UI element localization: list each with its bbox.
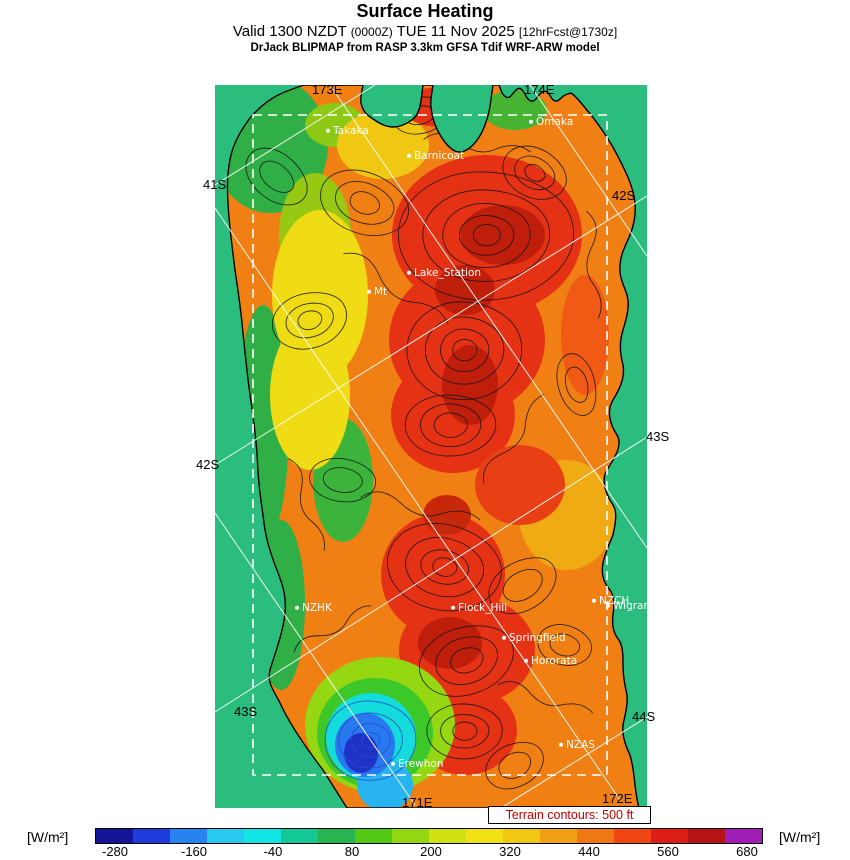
map-svg [215, 85, 647, 808]
place-dot [407, 154, 411, 158]
colorbar-segment [207, 829, 244, 843]
place-label: Takaka [333, 124, 369, 137]
graticule-label-174e: 174E [524, 82, 555, 97]
forecast-map [215, 85, 647, 808]
colorbar-unit-right: [W/m²] [779, 829, 821, 845]
colorbar [95, 828, 763, 844]
valid-date: TUE 11 Nov 2025 [396, 23, 515, 40]
graticule-label-43s: 43S [646, 429, 670, 444]
place-dot [592, 599, 596, 603]
colorbar-segment [503, 829, 540, 843]
place-dot [502, 636, 506, 640]
graticule-label-173e: 173E [312, 82, 343, 97]
place-dot [451, 606, 455, 610]
place-marker-nzhk: NZHK [295, 603, 332, 614]
place-marker-springfield: Springfield [502, 633, 566, 644]
graticule-label-43s: 43S [234, 704, 258, 719]
place-marker-wigram: Wigram [606, 601, 654, 612]
place-label: Omaka [536, 115, 574, 128]
place-dot [407, 271, 411, 275]
colorbar-segment [392, 829, 429, 843]
place-label: Springfield [509, 631, 566, 644]
colorbar-segment [725, 829, 762, 843]
place-dot [606, 604, 610, 608]
place-dot [295, 606, 299, 610]
place-label: Wigram [613, 599, 654, 612]
colorbar-tick-440: 440 [578, 844, 600, 859]
colorbar-segment [96, 829, 133, 843]
place-marker-erewhon: Erewhon [391, 759, 444, 770]
colorbar-tick-680: 680 [736, 844, 758, 859]
graticule-label-42s: 42S [196, 457, 220, 472]
place-label: Flock_Hill [458, 601, 508, 614]
terrain-contour-legend: Terrain contours: 500 ft [488, 806, 651, 824]
graticule-label-171e: 171E [402, 795, 433, 810]
colorbar-tick-80: 80 [344, 844, 360, 859]
valid-zulu: (0000Z) [350, 25, 393, 39]
colorbar-tick-320: 320 [499, 844, 521, 859]
place-label: Hororata [531, 654, 578, 667]
colorbar-segment [540, 829, 577, 843]
colorbar-tick--40: -40 [263, 844, 283, 859]
graticule-label-42s: 42S [612, 188, 636, 203]
colorbar-segment [651, 829, 688, 843]
colorbar-tick--160: -160 [180, 844, 208, 859]
place-label: NZAS [566, 738, 595, 751]
place-label: Lake_Station [414, 266, 482, 279]
colorbar-tick-560: 560 [657, 844, 679, 859]
colorbar-segment [429, 829, 466, 843]
colorbar-segment [577, 829, 614, 843]
colorbar-segment [170, 829, 207, 843]
colorbar-segment [614, 829, 651, 843]
place-marker-lake_station: Lake_Station [407, 268, 481, 279]
valid-time-line: Valid 1300 NZDT (0000Z) TUE 11 Nov 2025 … [0, 23, 850, 40]
graticule-label-41s: 41S [203, 177, 227, 192]
place-marker-hororata: Hororata [524, 656, 577, 667]
place-label: NZCH [599, 594, 630, 607]
place-marker-barnicoat: Barnicoat [407, 151, 464, 162]
place-label: NZHK [302, 601, 332, 614]
place-marker-nzch: NZCH [592, 596, 629, 607]
domain-boundary-box [252, 114, 608, 776]
graticule [215, 85, 647, 808]
place-marker-mt: Mt [367, 287, 387, 298]
colorbar-segment [244, 829, 281, 843]
place-dot [367, 290, 371, 294]
place-marker-nzas: NZAS [559, 740, 595, 751]
colorbar-segment [688, 829, 725, 843]
colorbar-tick--280: -280 [101, 844, 129, 859]
colorbar-segment [355, 829, 392, 843]
place-dot [559, 743, 563, 747]
place-marker-omaka: Omaka [529, 117, 573, 128]
place-dot [326, 129, 330, 133]
valid-prefix: Valid 1300 NZDT [232, 23, 347, 40]
place-marker-takaka: Takaka [326, 126, 369, 137]
colorbar-segment [281, 829, 318, 843]
place-dot [391, 762, 395, 766]
place-label: Barnicoat [414, 149, 465, 162]
colorbar-tick-200: 200 [420, 844, 442, 859]
colorbar-segment [133, 829, 170, 843]
graticule-label-172e: 172E [602, 791, 633, 806]
valid-fcst: [12hrFcst@1730z] [518, 25, 618, 39]
page-title: Surface Heating [356, 1, 494, 21]
place-dot [524, 659, 528, 663]
model-info-line: DrJack BLIPMAP from RASP 3.3km GFSA Tdif… [250, 42, 600, 54]
graticule-label-44s: 44S [632, 709, 656, 724]
colorbar-unit-left: [W/m²] [27, 829, 69, 845]
place-dot [529, 120, 533, 124]
colorbar-segment [466, 829, 503, 843]
place-marker-flock_hill: Flock_Hill [451, 603, 507, 614]
colorbar-segment [318, 829, 355, 843]
place-label: Mt [374, 285, 388, 298]
place-label: Erewhon [398, 757, 444, 770]
